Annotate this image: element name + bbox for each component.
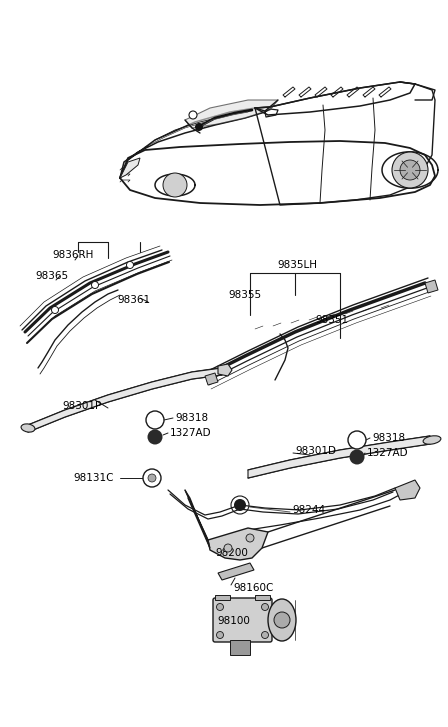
Circle shape	[146, 411, 164, 429]
Text: 98301D: 98301D	[295, 446, 336, 456]
Text: 9836RH: 9836RH	[52, 250, 93, 260]
Circle shape	[262, 632, 268, 638]
Text: 98318: 98318	[175, 413, 208, 423]
Circle shape	[143, 469, 161, 487]
Circle shape	[91, 281, 99, 289]
Text: 98100: 98100	[217, 616, 250, 626]
Polygon shape	[218, 364, 232, 376]
Circle shape	[224, 544, 232, 552]
Circle shape	[392, 152, 428, 188]
Circle shape	[234, 499, 246, 511]
Circle shape	[246, 534, 254, 542]
Polygon shape	[425, 280, 438, 293]
Text: 9835LH: 9835LH	[277, 260, 317, 270]
FancyBboxPatch shape	[213, 598, 272, 642]
Polygon shape	[120, 158, 140, 178]
Circle shape	[216, 632, 224, 638]
Text: 98361: 98361	[117, 295, 150, 305]
Text: 1327AD: 1327AD	[367, 448, 409, 458]
Polygon shape	[185, 100, 278, 128]
Circle shape	[126, 262, 134, 268]
Ellipse shape	[21, 424, 35, 432]
Circle shape	[349, 449, 365, 465]
Ellipse shape	[423, 435, 441, 444]
Polygon shape	[248, 436, 430, 478]
Circle shape	[195, 123, 203, 131]
Circle shape	[189, 111, 197, 119]
Text: 98301P: 98301P	[62, 401, 101, 411]
Polygon shape	[215, 595, 230, 600]
Circle shape	[262, 603, 268, 611]
Text: 98131C: 98131C	[73, 473, 113, 483]
Circle shape	[52, 307, 59, 313]
Text: 98200: 98200	[215, 548, 248, 558]
Text: 98244: 98244	[292, 505, 325, 515]
Polygon shape	[205, 373, 218, 385]
Circle shape	[147, 430, 163, 444]
Circle shape	[216, 603, 224, 611]
Text: 98355: 98355	[228, 290, 261, 300]
Polygon shape	[255, 595, 270, 600]
Polygon shape	[185, 490, 210, 548]
Ellipse shape	[268, 599, 296, 641]
Circle shape	[274, 612, 290, 628]
Polygon shape	[208, 528, 268, 560]
Polygon shape	[230, 640, 250, 655]
Circle shape	[348, 431, 366, 449]
Polygon shape	[218, 563, 254, 580]
Text: 98160C: 98160C	[233, 583, 273, 593]
Polygon shape	[28, 368, 222, 432]
Text: 98318: 98318	[372, 433, 405, 443]
Text: 98351: 98351	[315, 315, 348, 325]
Circle shape	[163, 173, 187, 197]
Text: 98365: 98365	[35, 271, 68, 281]
Polygon shape	[395, 480, 420, 500]
Circle shape	[148, 474, 156, 482]
Text: 1327AD: 1327AD	[170, 428, 211, 438]
Circle shape	[400, 160, 420, 180]
